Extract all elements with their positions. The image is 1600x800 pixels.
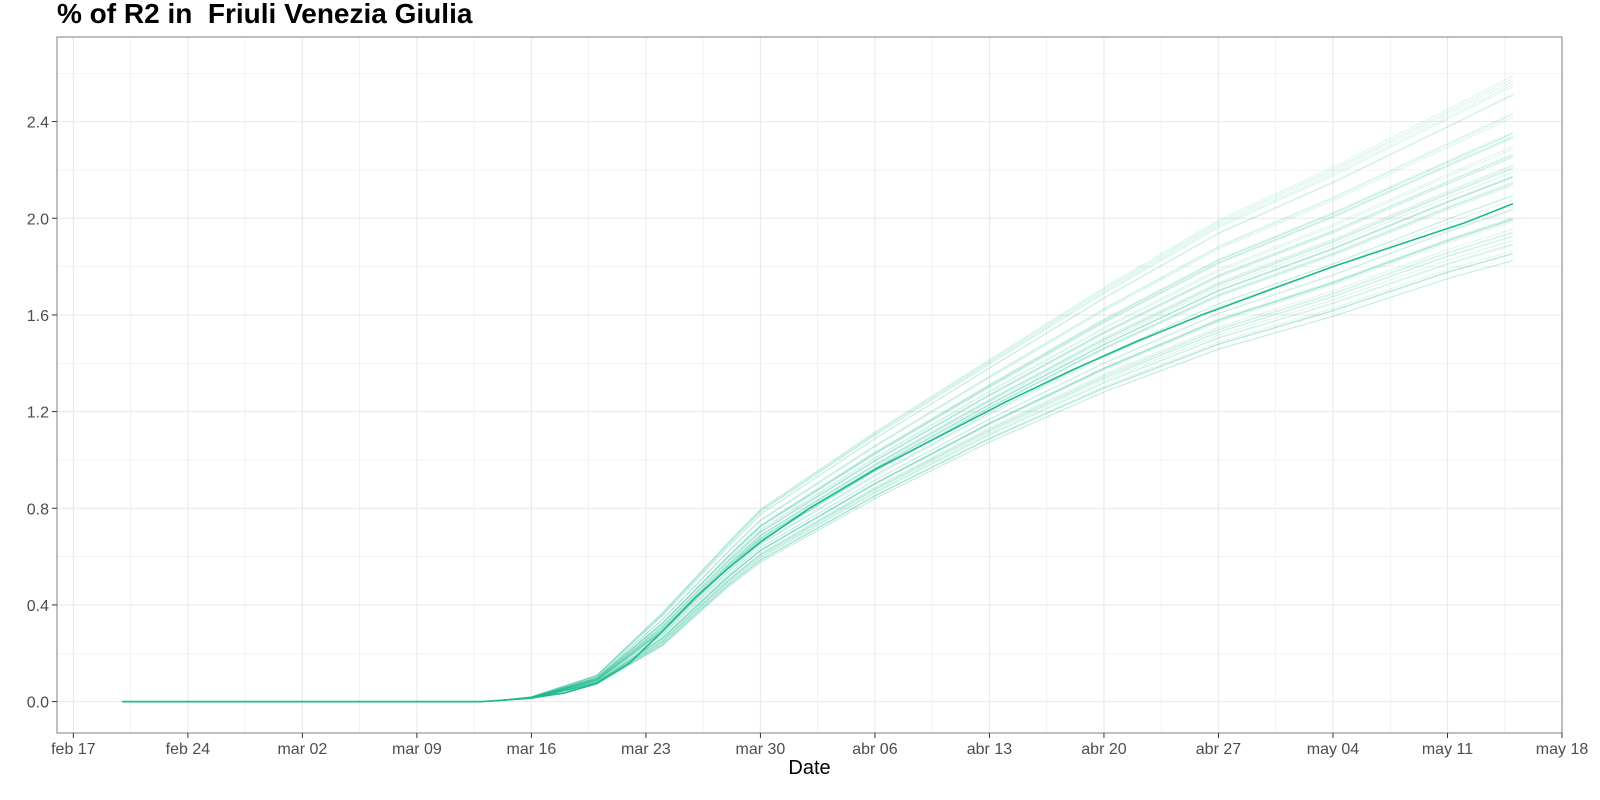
x-tick-label: mar 02 <box>277 741 327 758</box>
x-tick-label: mar 23 <box>621 741 671 758</box>
x-tick-label: may 11 <box>1422 741 1473 758</box>
x-tick-label: abr 06 <box>852 741 897 758</box>
y-tick-label: 1.2 <box>27 405 49 422</box>
y-tick-label: 2.0 <box>27 211 49 228</box>
median-line <box>122 203 1514 703</box>
x-axis: feb 17 feb 24 mar 02 mar 09 mar 16 mar 23 mar … <box>51 733 1588 758</box>
median-line-group <box>122 203 1514 703</box>
panel-border <box>56 36 1563 734</box>
x-tick-label: mar 09 <box>392 741 442 758</box>
chart-title: % of R2 in Friuli Venezia Giulia <box>57 0 473 29</box>
x-tick-label: feb 24 <box>166 741 211 758</box>
x-tick-label: mar 16 <box>507 741 557 758</box>
y-axis: 0.0 0.4 0.8 1.2 1.6 2.0 2.4 <box>27 115 57 712</box>
y-tick-label: 0.0 <box>27 695 49 712</box>
x-axis-title: Date <box>788 757 830 779</box>
y-tick-label: 2.4 <box>27 115 49 132</box>
plot-panel <box>57 37 1562 733</box>
x-tick-label: mar 30 <box>736 741 786 758</box>
x-tick-label: abr 13 <box>967 741 1012 758</box>
x-tick-label: may 04 <box>1307 741 1360 758</box>
x-tick-label: may 18 <box>1536 741 1589 758</box>
gridlines <box>57 37 1563 733</box>
x-tick-label: abr 27 <box>1196 741 1241 758</box>
x-tick-label: abr 20 <box>1081 741 1126 758</box>
y-tick-label: 0.8 <box>27 501 49 518</box>
x-tick-label: feb 17 <box>51 741 96 758</box>
y-tick-label: 0.4 <box>27 598 49 615</box>
y-tick-label: 1.6 <box>27 308 49 325</box>
